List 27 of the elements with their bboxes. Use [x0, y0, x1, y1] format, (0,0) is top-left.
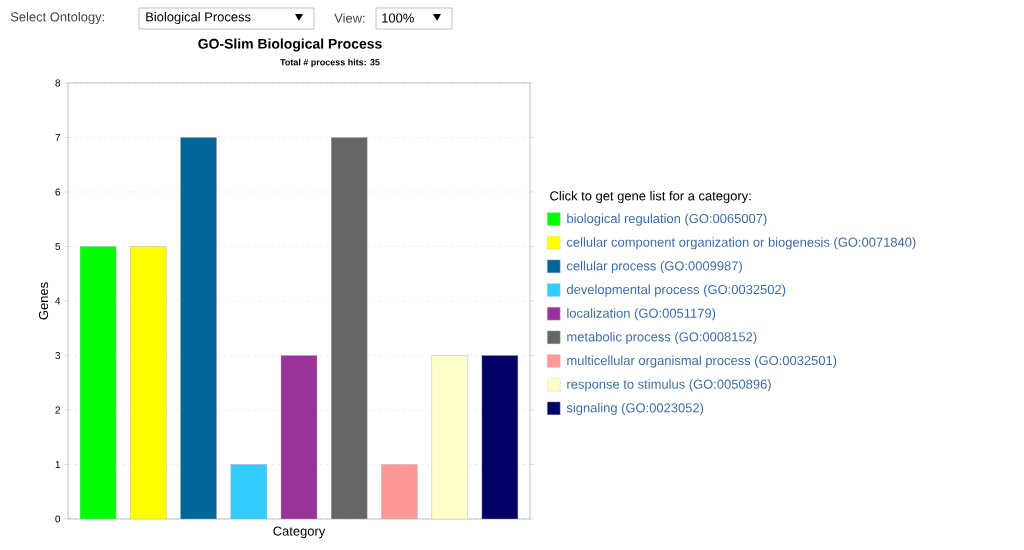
chart-title: GO-Slim Biological Process: [198, 38, 382, 52]
y-tick-label: 7: [55, 134, 60, 141]
legend-label: developmental process (GO:0032502): [566, 284, 786, 297]
text: Select Ontology:: [10, 11, 105, 25]
text: 100%: [382, 13, 414, 23]
y-tick-label: 5: [55, 243, 61, 250]
legend-label: response to stimulus (GO:0050896): [567, 379, 771, 392]
y-axis-title: Genes: [38, 282, 49, 320]
legend-title: Click to get gene list for a category:: [550, 190, 751, 204]
legend-label: localization (GO:0051179): [567, 308, 716, 321]
text: View:: [334, 13, 365, 23]
y-tick-label: 1: [55, 461, 61, 468]
legend-label: cellular component organization or biogenesis (GO:0071840): [566, 237, 916, 250]
legend-label: metabolic process (GO:0008152): [567, 331, 757, 344]
legend-label: signaling (GO:0023052): [566, 402, 704, 415]
y-tick-label: 3: [55, 351, 61, 360]
x-axis-title: Category: [273, 526, 326, 539]
legend-label: cellular process (GO:0009987): [566, 260, 742, 274]
chart-subtitle: Total # process hits: 35: [280, 58, 380, 68]
y-tick-label: 4: [55, 297, 61, 305]
y-tick-label: 0: [55, 515, 61, 523]
y-tick-label: 2: [55, 406, 60, 414]
y-tick-label: 6: [55, 188, 61, 196]
text: Biological Process: [146, 11, 251, 25]
legend-label: biological regulation (GO:0065007): [567, 213, 767, 226]
y-tick-label: 8: [55, 79, 61, 87]
legend-label: multicellular organismal process (GO:0032501): [567, 355, 837, 368]
